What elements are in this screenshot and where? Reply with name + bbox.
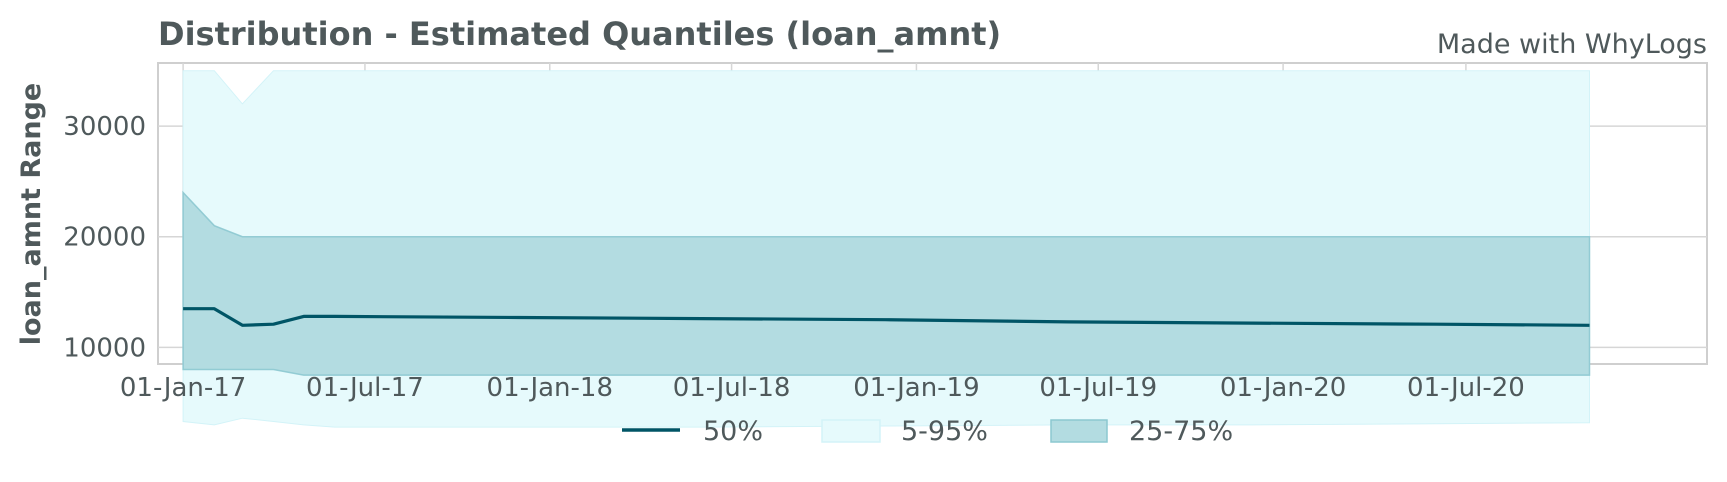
y-tick-label: 30000 (63, 112, 146, 142)
x-tick-label: 01-Jul-18 (673, 373, 791, 403)
legend-label: 50% (703, 416, 763, 447)
legend: 50% 5-95% 25-75% (622, 416, 1233, 447)
x-tick-label: 01-Jan-20 (1220, 373, 1346, 403)
series-line-50 (183, 307, 1590, 327)
y-tick-labels: 10000 20000 30000 (63, 112, 146, 363)
x-tick-label: 01-Jan-19 (853, 373, 979, 403)
legend-swatch-band (1050, 419, 1108, 443)
chart-title: Distribution - Estimated Quantiles (loan… (158, 15, 1001, 53)
watermark-text: Made with WhyLogs (1437, 29, 1707, 60)
x-tick-label: 01-Jan-18 (487, 373, 613, 403)
x-tick-label: 01-Jan-17 (120, 373, 246, 403)
band-25-75 (182, 190, 1591, 376)
legend-label: 25-75% (1129, 416, 1233, 447)
line-layer (183, 307, 1590, 327)
band-layer (182, 70, 1591, 428)
x-tick-labels: 01-Jan-17 01-Jul-17 01-Jan-18 01-Jul-18 01-J… (120, 373, 1525, 403)
x-tick-label: 01-Jul-20 (1407, 373, 1525, 403)
legend-label: 5-95% (901, 416, 988, 447)
y-tick-label: 20000 (63, 223, 146, 253)
legend-swatch-band (821, 419, 881, 443)
y-tick-label: 10000 (63, 333, 146, 363)
x-tick-label: 01-Jul-17 (306, 373, 424, 403)
y-axis-label: loan_amnt Range (16, 83, 47, 346)
x-tick-label: 01-Jul-19 (1039, 373, 1157, 403)
